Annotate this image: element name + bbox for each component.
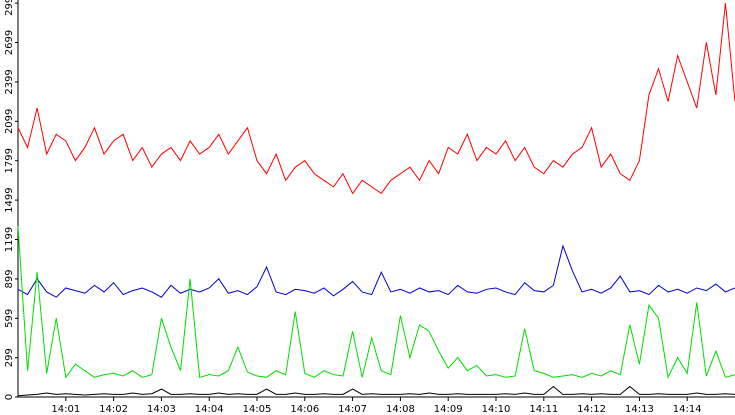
series-line bbox=[17, 385, 735, 397]
x-tick-label: 14:10 bbox=[482, 404, 511, 415]
x-tick-label: 14:09 bbox=[434, 404, 463, 415]
x-tick-label: 14:01 bbox=[51, 404, 80, 415]
x-tick-label: 14:08 bbox=[386, 404, 415, 415]
series-line bbox=[17, 244, 735, 298]
y-tick-label: 599 bbox=[4, 309, 15, 328]
y-tick-label: 1499 bbox=[4, 187, 15, 212]
x-tick-label: 14:04 bbox=[195, 404, 224, 415]
y-tick-label: 2099 bbox=[4, 109, 15, 134]
series-line bbox=[17, 3, 735, 195]
x-tick-label: 14:13 bbox=[625, 404, 654, 415]
x-tick-label: 14:07 bbox=[338, 404, 367, 415]
y-tick-label: 1199 bbox=[4, 227, 15, 252]
x-tick-label: 14:05 bbox=[243, 404, 272, 415]
y-tick-label: 299 bbox=[4, 348, 15, 367]
y-tick-label: 0 bbox=[4, 394, 15, 400]
y-tick-label: 2999 bbox=[4, 0, 15, 16]
x-tick-label: 14:02 bbox=[99, 404, 128, 415]
y-tick-label: 2399 bbox=[4, 69, 15, 94]
x-tick-label: 14:03 bbox=[147, 404, 176, 415]
y-tick-label: 899 bbox=[4, 269, 15, 288]
x-tick-label: 14:06 bbox=[290, 404, 319, 415]
series-line bbox=[17, 226, 735, 379]
x-tick-label: 14:12 bbox=[577, 404, 606, 415]
y-tick-label: 2699 bbox=[4, 30, 15, 55]
y-tick-label: 1799 bbox=[4, 148, 15, 173]
x-tick-label: 14:14 bbox=[673, 404, 702, 415]
x-tick-label: 14:11 bbox=[529, 404, 558, 415]
